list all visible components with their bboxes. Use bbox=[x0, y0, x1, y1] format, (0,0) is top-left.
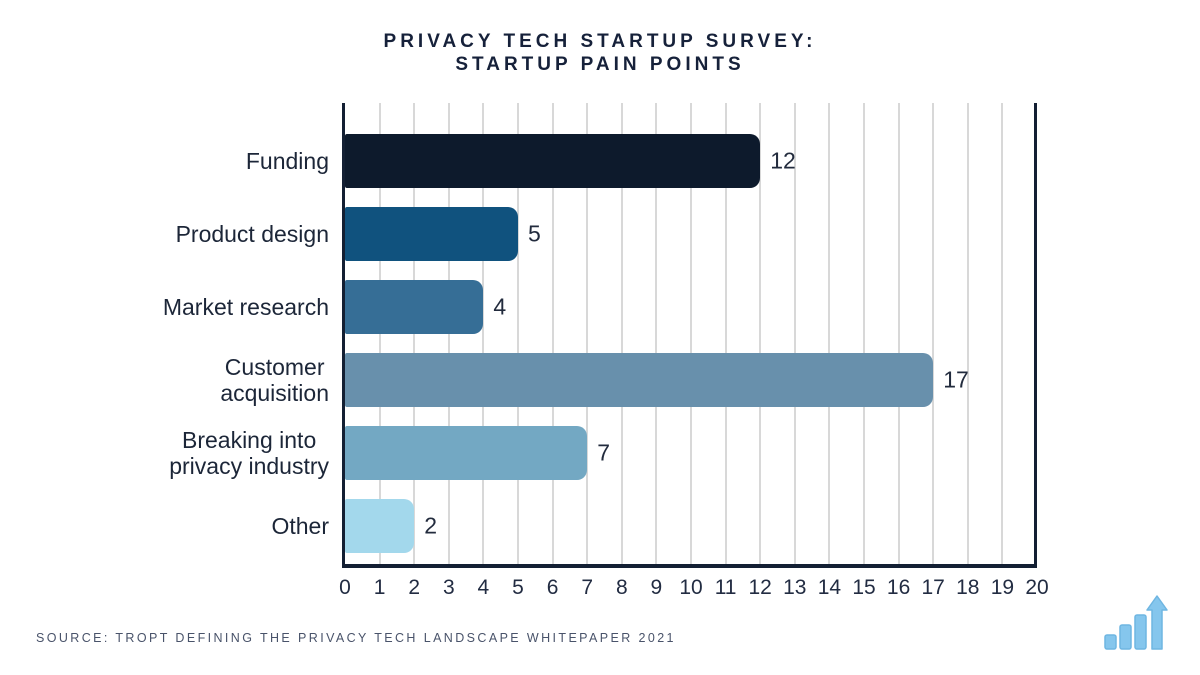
gridline bbox=[620, 103, 623, 566]
chart-title: PRIVACY TECH STARTUP SURVEY: STARTUP PAI… bbox=[0, 30, 1200, 76]
category-labels: Funding Product design Market research Cust… bbox=[0, 103, 345, 566]
chart-title-line2: STARTUP PAIN POINTS bbox=[455, 54, 745, 75]
bar-product-design bbox=[345, 207, 518, 261]
bar-value-label: 5 bbox=[528, 220, 541, 247]
x-tick-label: 8 bbox=[615, 576, 628, 599]
bar-funding bbox=[345, 134, 761, 188]
gridline bbox=[447, 103, 450, 566]
gridline bbox=[897, 103, 900, 566]
bar-market-research bbox=[345, 280, 484, 334]
gridline bbox=[517, 103, 519, 566]
bar-other bbox=[345, 499, 415, 553]
gridline bbox=[724, 103, 727, 566]
logo-bar-medium bbox=[1119, 624, 1132, 650]
bar-customer-acquisition bbox=[345, 353, 934, 407]
x-tick-label: 4 bbox=[477, 576, 490, 599]
gridline bbox=[413, 103, 416, 566]
x-tick-label: 20 bbox=[1025, 576, 1049, 599]
gridline bbox=[966, 103, 969, 566]
bar-breaking-into-privacy-industry bbox=[345, 426, 588, 480]
category-label: Breaking into privacy industry bbox=[169, 427, 329, 479]
x-tick-label: 3 bbox=[442, 576, 455, 599]
logo-bar-small bbox=[1104, 634, 1117, 650]
y-axis-line bbox=[342, 103, 345, 566]
x-tick-label: 2 bbox=[408, 576, 421, 599]
gridline bbox=[586, 103, 589, 566]
gridline bbox=[378, 103, 381, 566]
gridline bbox=[551, 103, 554, 566]
x-axis-ticks: 0 1 2 3 4 5 6 7 8 9 10 11 12 13 14 15 16 17 18 19 20 bbox=[339, 576, 1049, 600]
x-tick-label: 19 bbox=[990, 576, 1015, 599]
category-label: Other bbox=[271, 513, 329, 539]
category-label: Customer acquisition bbox=[220, 354, 329, 406]
gridline bbox=[1001, 103, 1004, 566]
x-tick-label: 16 bbox=[886, 576, 911, 599]
x-tick-label: 15 bbox=[852, 576, 876, 599]
x-tick-label: 9 bbox=[650, 576, 663, 599]
category-label: Funding bbox=[245, 148, 329, 174]
x-tick-label: 0 bbox=[339, 576, 351, 599]
chart-title-line1: PRIVACY TECH STARTUP SURVEY: bbox=[383, 31, 817, 52]
category-label: Product design bbox=[175, 221, 329, 247]
plot-area: 12 5 4 17 7 2 bbox=[345, 103, 1037, 566]
x-tick-label: 5 bbox=[512, 576, 524, 599]
gridline bbox=[759, 103, 762, 566]
x-tick-label: 18 bbox=[956, 576, 980, 599]
bar-value-label: 12 bbox=[770, 147, 796, 174]
x-axis-line bbox=[342, 564, 1037, 568]
growth-chart-logo bbox=[1104, 595, 1168, 650]
gridline bbox=[690, 103, 692, 566]
gridline bbox=[863, 103, 865, 566]
x-tick-label: 11 bbox=[714, 576, 737, 599]
category-label: Market research bbox=[162, 294, 329, 320]
gridline bbox=[932, 103, 935, 566]
bar-value-label: 17 bbox=[943, 366, 969, 393]
gridline bbox=[655, 103, 658, 566]
x-tick-label: 17 bbox=[921, 576, 945, 599]
x-tick-label: 12 bbox=[748, 576, 772, 599]
x-tick-label: 14 bbox=[817, 576, 842, 599]
source-caption: SOURCE: TROPT DEFINING THE PRIVACY TECH … bbox=[36, 631, 676, 645]
x-tick-label: 13 bbox=[783, 576, 807, 599]
x-tick-label: 10 bbox=[679, 576, 703, 599]
bar-value-label: 4 bbox=[493, 293, 507, 320]
gridline bbox=[828, 103, 831, 566]
x-tick-label: 7 bbox=[581, 576, 594, 599]
gridline bbox=[793, 103, 796, 566]
gridline bbox=[482, 103, 485, 566]
logo-bar-large bbox=[1134, 614, 1147, 650]
plot-right-border bbox=[1034, 103, 1037, 566]
bar-value-label: 7 bbox=[597, 439, 610, 466]
logo-arrow-up-icon bbox=[1146, 595, 1168, 650]
bar-value-label: 2 bbox=[424, 512, 437, 539]
x-tick-label: 6 bbox=[546, 576, 559, 599]
x-tick-label: 1 bbox=[373, 576, 386, 599]
